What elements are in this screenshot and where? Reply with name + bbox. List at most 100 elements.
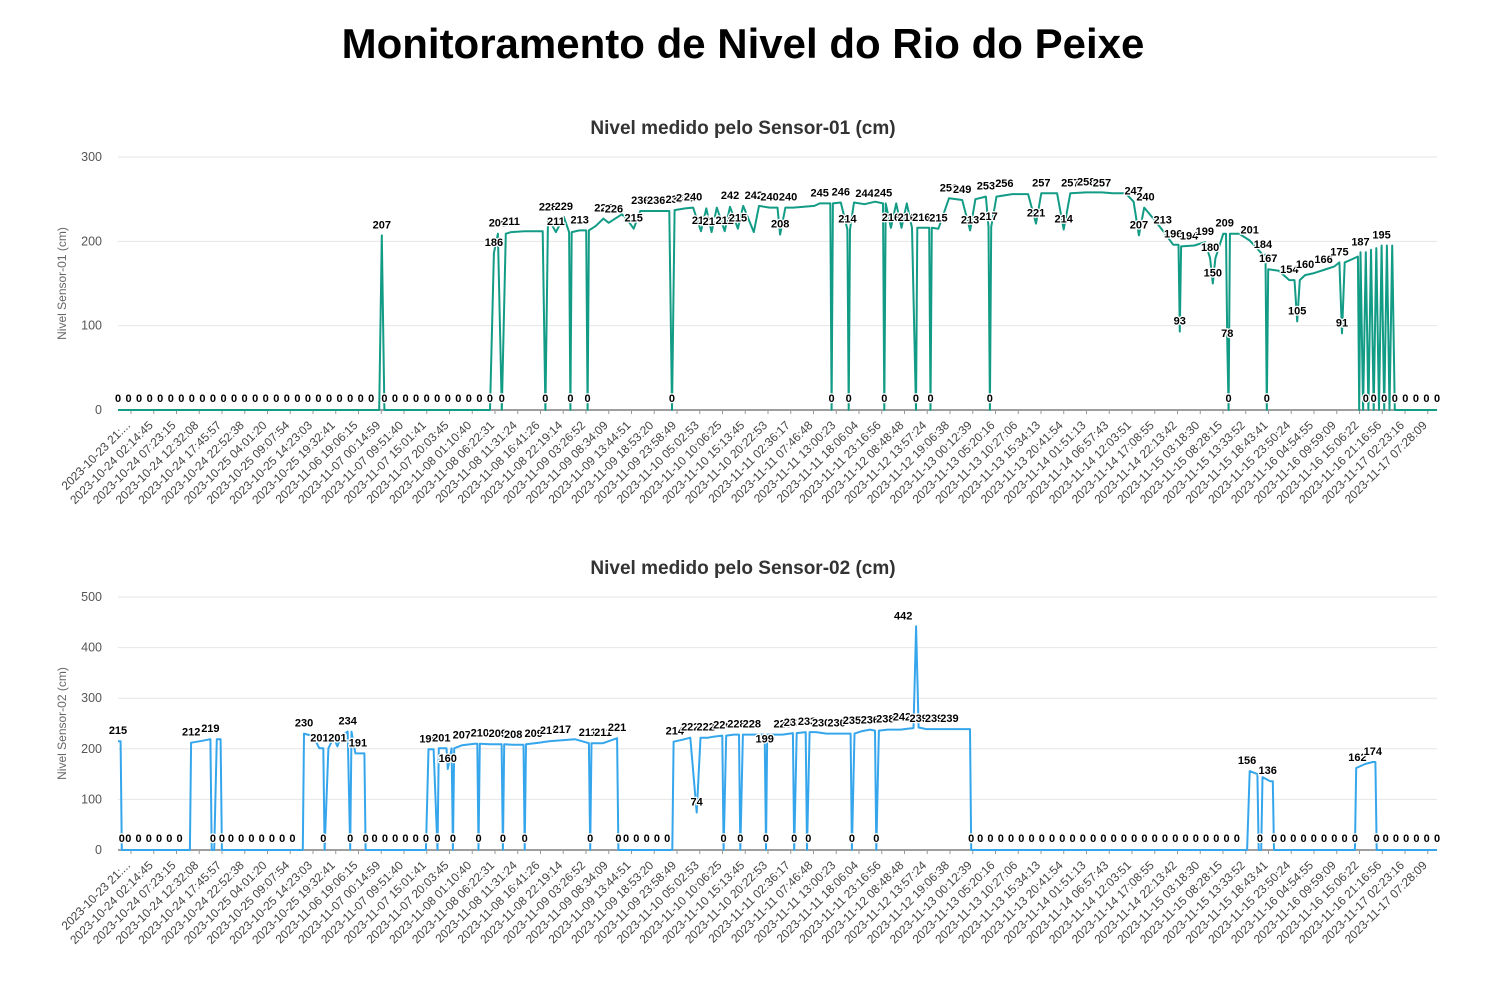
- data-label: 236: [631, 195, 649, 207]
- data-label: 228: [727, 719, 745, 731]
- data-label: 230: [812, 718, 830, 730]
- data-label: 167: [1259, 253, 1277, 265]
- data-label: 0: [248, 833, 254, 845]
- data-label: 0: [157, 393, 163, 405]
- y-tick-label: 100: [81, 792, 102, 806]
- data-label: 242: [721, 190, 739, 202]
- chart-title: Nivel medido pelo Sensor-02 (cm): [590, 558, 895, 579]
- data-label: 0: [1363, 393, 1369, 405]
- data-label: 0: [567, 393, 573, 405]
- data-label: 201: [310, 732, 328, 744]
- data-label: 0: [737, 833, 743, 845]
- data-label: 0: [177, 833, 183, 845]
- data-label: 0: [146, 833, 152, 845]
- data-label: 0: [315, 393, 321, 405]
- data-label: 208: [504, 729, 522, 741]
- data-label: 228: [743, 719, 761, 731]
- data-label: 0: [1413, 833, 1419, 845]
- data-label: 0: [1300, 833, 1306, 845]
- data-label: 0: [115, 393, 121, 405]
- data-label: 0: [913, 393, 919, 405]
- data-label: 162: [1348, 752, 1366, 764]
- data-label: 191: [349, 737, 367, 749]
- y-tick-label: 400: [81, 641, 102, 655]
- data-label: 0: [1226, 393, 1232, 405]
- data-label: 239: [940, 713, 958, 725]
- data-label: 0: [1213, 833, 1219, 845]
- data-label: 239: [676, 192, 694, 204]
- data-label: 215: [729, 213, 747, 225]
- data-label: 0: [805, 833, 811, 845]
- data-label: 0: [305, 393, 311, 405]
- data-label: 0: [987, 393, 993, 405]
- data-label: 0: [189, 393, 195, 405]
- data-label: 0: [998, 833, 1004, 845]
- data-label: 253: [977, 181, 995, 193]
- data-label: 0: [1383, 833, 1389, 845]
- data-label: 226: [605, 203, 623, 215]
- data-label: 0: [269, 833, 275, 845]
- data-label: 222: [681, 722, 699, 734]
- data-label: 209: [489, 728, 507, 740]
- data-label: 229: [555, 201, 573, 213]
- data-label: 0: [927, 393, 933, 405]
- data-label: 0: [1413, 393, 1419, 405]
- data-label: 105: [1288, 305, 1306, 317]
- data-label: 247: [1124, 186, 1142, 198]
- data-label: 0: [1172, 833, 1178, 845]
- data-label: 136: [1258, 765, 1276, 777]
- data-label: 201: [432, 732, 450, 744]
- y-tick-label: 200: [81, 742, 102, 756]
- data-label: 0: [587, 833, 593, 845]
- data-label: 238: [876, 714, 894, 726]
- data-label: 0: [455, 393, 461, 405]
- data-label: 0: [381, 393, 387, 405]
- data-label: 0: [178, 393, 184, 405]
- data-label: 0: [475, 833, 481, 845]
- data-label: 0: [669, 393, 675, 405]
- data-label: 0: [1070, 833, 1076, 845]
- data-label: 0: [347, 393, 353, 405]
- data-label: 0: [849, 833, 855, 845]
- data-label: 160: [1296, 259, 1314, 271]
- data-label: 0: [1280, 833, 1286, 845]
- data-label: 0: [1264, 393, 1270, 405]
- data-label: 0: [977, 833, 983, 845]
- data-label: 0: [1423, 393, 1429, 405]
- data-label: 0: [1393, 833, 1399, 845]
- data-label: 244: [855, 188, 874, 200]
- page-title: Monitoramento de Nivel do Rio do Peixe: [341, 20, 1145, 67]
- data-label: 257: [1032, 177, 1050, 189]
- data-label: 222: [696, 722, 714, 734]
- data-label: 0: [791, 833, 797, 845]
- data-label: 0: [881, 393, 887, 405]
- data-label: 150: [1204, 268, 1222, 280]
- data-label: 160: [439, 753, 457, 765]
- data-label: 0: [763, 833, 769, 845]
- data-label: 209: [489, 218, 507, 230]
- data-label: 0: [263, 393, 269, 405]
- data-label: 0: [1402, 393, 1408, 405]
- data-label: 0: [1381, 393, 1387, 405]
- data-label: 195: [1372, 230, 1390, 242]
- data-label: 0: [1321, 833, 1327, 845]
- data-label: 156: [1238, 755, 1256, 767]
- data-label: 0: [450, 833, 456, 845]
- data-label: 0: [1018, 833, 1024, 845]
- data-label: 207: [1130, 219, 1148, 231]
- data-label: 0: [199, 393, 205, 405]
- data-label: 0: [585, 393, 591, 405]
- data-label: 0: [402, 393, 408, 405]
- data-label: 215: [625, 213, 643, 225]
- sensor-02-chart: Nivel medido pelo Sensor-02 (cm) 0 100 200 3…: [55, 558, 1441, 947]
- data-label: 0: [1434, 833, 1440, 845]
- data-label: 0: [259, 833, 265, 845]
- data-label: 196: [1164, 229, 1182, 241]
- data-label: 0: [1434, 393, 1440, 405]
- data-label: 256: [995, 178, 1013, 190]
- data-label: 0: [220, 393, 226, 405]
- data-label: 0: [846, 393, 852, 405]
- data-label: 175: [1330, 246, 1348, 258]
- data-label: 211: [703, 216, 721, 228]
- data-label: 0: [476, 393, 482, 405]
